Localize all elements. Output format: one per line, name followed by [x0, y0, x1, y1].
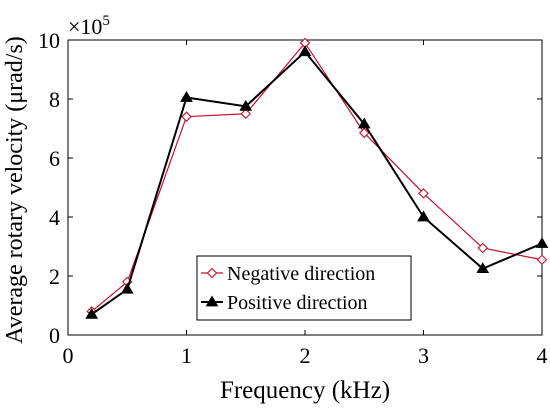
data-point — [298, 45, 312, 57]
data-point — [536, 254, 548, 266]
x-tick-label: 2 — [300, 343, 311, 368]
data-point — [418, 188, 429, 199]
data-point — [181, 111, 192, 122]
legend: Negative direction Positive direction — [196, 255, 412, 321]
data-point — [357, 117, 371, 129]
data-point — [358, 127, 370, 139]
series-positive-direction — [85, 45, 549, 319]
y-tick-label: 10 — [38, 28, 60, 53]
data-point — [120, 282, 134, 294]
y-tick-label: 0 — [49, 323, 60, 348]
y-tick-label: 8 — [49, 87, 60, 112]
data-point — [85, 307, 99, 319]
legend-label: Negative direction — [227, 263, 375, 285]
data-point — [476, 262, 490, 273]
legend-box — [196, 255, 412, 321]
y-exponent-power: 5 — [102, 13, 110, 29]
x-tick-label: 0 — [63, 343, 74, 368]
x-axis-label: Frequency (kHz) — [220, 377, 390, 404]
y-tick-label: 4 — [49, 205, 60, 230]
x-tick-label: 3 — [418, 343, 429, 368]
x-tick-label: 1 — [181, 343, 192, 368]
y-axis-label: Average rotary velocity (μrad/s) — [2, 36, 28, 344]
data-point — [240, 108, 252, 120]
y-exponent-base: ×10 — [68, 14, 102, 39]
series-layer — [85, 37, 549, 319]
data-point — [239, 99, 253, 111]
legend-marker — [206, 267, 218, 279]
y-exponent: ×105 — [68, 13, 110, 39]
data-point — [180, 91, 193, 102]
x-tick-label: 4 — [537, 343, 548, 368]
legend-label: Positive direction — [227, 292, 368, 314]
y-tick-label: 6 — [49, 146, 60, 171]
data-point — [535, 237, 549, 248]
y-tick-label: 2 — [49, 264, 60, 289]
legend-marker — [205, 295, 219, 307]
data-point — [417, 210, 430, 222]
data-point — [477, 242, 489, 254]
